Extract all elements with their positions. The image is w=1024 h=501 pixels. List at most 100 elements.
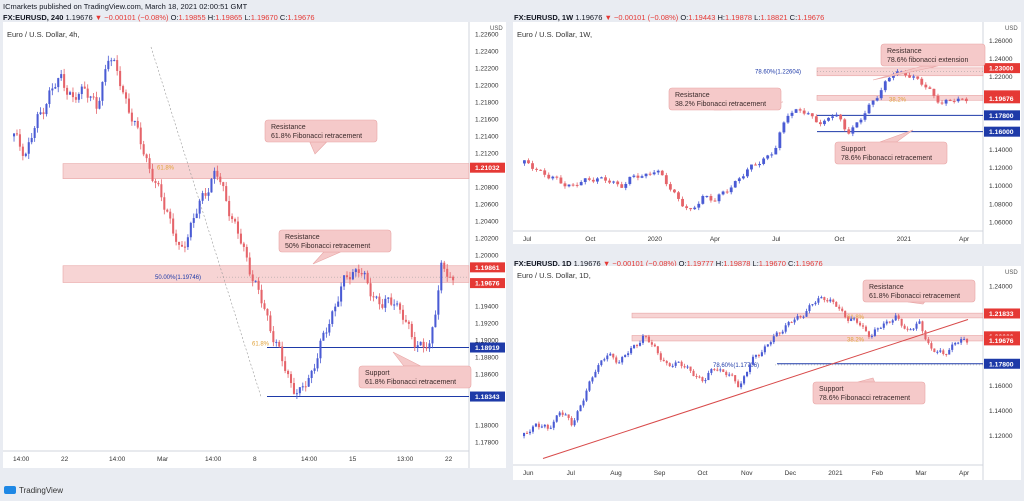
candle-body [823,297,826,301]
candle-body [697,203,701,208]
tradingview-footer[interactable]: TradingView [4,486,63,495]
candle-body [871,100,875,105]
callout-title: Resistance [869,284,904,291]
candle-body [281,346,284,362]
candle-body [751,356,755,365]
candle-body [870,335,873,337]
candle-body [204,193,207,196]
candle-body [175,233,178,242]
candle-body [579,405,582,412]
callout-text: 61.8% Fibonacci retracement [271,133,362,140]
candle-body [772,336,775,343]
candle-body [66,87,69,95]
candle-body [531,163,534,169]
candle-body [425,347,428,349]
y-tick-label: 1.26000 [989,38,1013,45]
candle-body [920,78,924,85]
price-tag-label: 1.19676 [475,281,500,288]
trend-line [542,319,969,459]
candle-body [587,178,591,180]
y-tick-label: 1.19400 [475,304,499,311]
price-tag-label: 1.19676 [989,338,1014,345]
candle-body [921,321,924,332]
candle-body [449,276,452,278]
candle-body [644,335,647,337]
candle-body [334,306,337,312]
candle-body [774,147,778,155]
candle-body [951,344,954,350]
candle-body [662,359,665,362]
candle-body [275,341,278,343]
candle-body [799,316,802,318]
candle-body [612,181,616,183]
callout-text: 78.6% Fibonacci retracement [841,155,932,162]
candle-body [823,120,826,125]
candle-body [24,153,27,156]
candle-body [393,304,396,306]
topright-chart-pane[interactable]: Euro / U.S. Dollar, 1W, USD 1.26000 1.2400… [513,22,1021,244]
candle-body [116,60,119,71]
candle-body [757,355,760,357]
candle-body [928,87,932,89]
candle-body [573,420,576,426]
y-tick-label: 1.22600 [475,31,499,38]
candle-body [77,94,80,100]
candle-body [413,337,416,348]
candle-body [263,303,266,309]
candle-body [701,196,705,204]
candle-body [743,376,746,384]
price-tag [470,262,505,273]
candle-body [762,158,766,164]
candle-body [829,299,832,302]
candle-body [794,109,798,113]
candle-body [731,374,734,376]
topright-symbol-line: FX:EURUSD, 1W 1.19676 ▼ −0.00101 (−0.08%… [514,13,825,22]
y-tick-label: 1.21400 [475,133,499,140]
candle-body [686,366,689,368]
candle-body [245,246,248,258]
fib-level-note: 78.60%(1.22604) [755,70,801,76]
candle-body [954,343,957,345]
y-tick-label: 1.19000 [475,338,499,345]
bottomright-chart-pane[interactable]: Euro / U.S. Dollar, 1D, USD1.240001.2200… [513,266,1021,480]
candle-body [127,98,130,113]
candle-body [384,298,387,308]
candle-body [754,355,758,357]
candle-body [591,179,595,182]
candle-body [948,349,951,355]
candle-body [257,280,260,290]
resistance-zone [631,335,984,342]
candle-body [942,350,945,355]
y-tick-label: 1.19200 [475,321,499,328]
candle-body [927,339,930,344]
price-tag [470,391,505,402]
candle-body [664,175,668,185]
price-tag-label: 1.18343 [475,394,500,401]
candle-body [27,142,30,154]
candle-body [930,343,933,349]
candle-body [124,92,128,99]
left-chart-pane[interactable]: Euro / U.S. Dollar, 4h, USD 1.22600 1.2240… [3,22,506,468]
candle-body [750,164,753,170]
candle-body [260,289,263,304]
candle-body [746,169,749,177]
candle-body [656,346,659,354]
candle-body [381,304,384,308]
candle-body [292,383,295,394]
candle-body [148,158,151,169]
candle-body [814,302,817,305]
candle-body [847,317,850,321]
callout-title: Support [365,370,390,377]
candle-body [183,246,186,248]
y-tick-label: 1.08000 [989,201,1013,208]
candle-body [33,128,36,138]
candle-body [295,393,298,395]
callout-text: 61.8% Fibonacci retracement [365,379,456,386]
callout-box [880,43,986,67]
callout-box [812,381,926,405]
zone-fib-label: 38.2% [889,97,907,103]
candle-body [145,154,148,159]
candle-body [86,88,89,98]
candle-body [793,319,796,323]
candle-body [399,303,402,310]
